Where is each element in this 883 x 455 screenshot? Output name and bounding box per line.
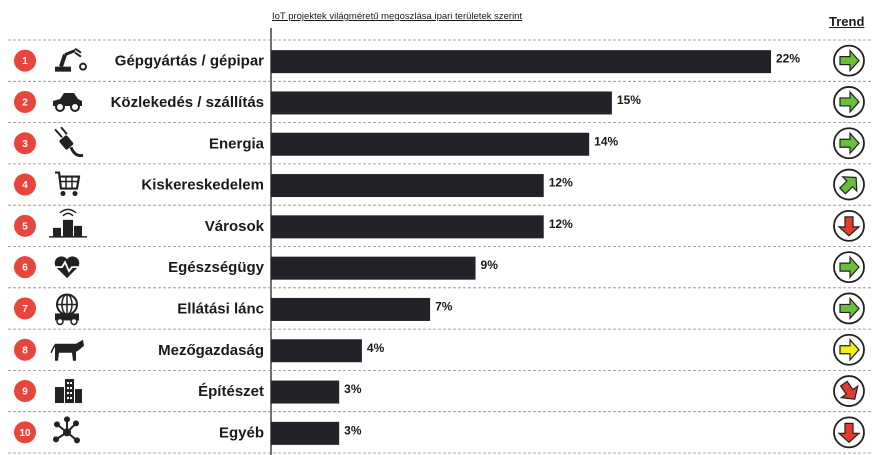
value-label: 12% [549,217,573,231]
bar [271,256,476,280]
chart-row: 10 Egyéb 3% [8,411,872,449]
category-label: Egyéb [219,424,264,441]
trend-arrow-icon [833,333,865,366]
category-label: Kiskereskedelem [141,177,264,194]
trend-arrow-icon [833,86,865,118]
bar [271,132,590,156]
category-label: Közlekedés / szállítás [111,94,264,111]
rank-badge: 9 [14,380,36,403]
category-label: Ellátási lánc [177,300,264,317]
globe-truck-icon [55,293,79,326]
rank-badge: 4 [14,173,36,196]
rank-badge: 10 [14,421,36,444]
heart-pulse-icon [54,256,80,279]
category-label: Mezőgazdaság [158,342,264,359]
chart-row: 2 Közlekedés / szállítás 15% [8,80,872,118]
category-label: Városok [205,218,265,235]
trend-arrow-icon [833,416,865,449]
shopping-cart-icon [55,171,81,197]
chart-title: IoT projektek világméretű megoszlása ipa… [272,11,523,22]
rank-number: 6 [22,263,28,274]
network-icon [53,416,80,444]
category-label: Egészségügy [168,259,265,276]
rank-badge: 5 [14,214,36,237]
value-label: 12% [549,176,573,190]
rank-number: 8 [22,345,28,356]
category-label: Építészet [198,383,264,400]
rank-number: 1 [22,56,28,67]
rank-number: 9 [22,387,28,398]
rank-number: 4 [22,180,28,191]
rank-badge: 8 [14,338,36,361]
bar [271,174,544,198]
category-label: Gépgyártás / gépipar [115,53,264,70]
trend-arrow-icon [833,292,865,325]
chart-row: 6 Egészségügy 9% [8,246,872,284]
rank-number: 3 [22,139,28,150]
chart-row: 9 Építészet 3% [8,369,872,407]
chart-row: 7 Ellátási lánc 7% [8,287,872,326]
rank-number: 7 [22,304,28,315]
trend-arrow-icon [833,209,865,242]
trend-arrow-icon [833,251,865,284]
value-label: 9% [481,258,499,272]
trend-arrow-icon [833,168,865,201]
bar [271,380,340,404]
trend-header: Trend [829,14,865,29]
rank-number: 10 [19,428,31,439]
chart-row: 1 Gépgyártás / gépipar 22% [8,39,872,77]
rank-badge: 1 [14,49,36,72]
bar [271,50,771,74]
rank-number: 5 [22,221,28,232]
value-label: 14% [594,134,618,148]
plug-icon [54,126,84,158]
category-label: Energia [209,135,265,152]
rank-badge: 6 [14,256,36,279]
bar [271,91,612,115]
chart-row: 4 Kiskereskedelem 12% [8,163,872,201]
value-label: 3% [344,423,362,437]
value-label: 4% [367,341,385,355]
robot-arm-icon [55,47,87,72]
bar [271,339,362,363]
value-label: 3% [344,382,362,396]
rank-number: 2 [22,97,28,108]
bar [271,297,431,321]
value-label: 15% [617,93,641,107]
rank-badge: 3 [14,132,36,155]
trend-arrow-icon [833,127,865,160]
bar [271,215,544,239]
rank-badge: 7 [14,297,36,320]
rank-badge: 2 [14,90,36,113]
buildings-icon [55,379,82,404]
chart-row: 8 Mezőgazdaság 4% [8,328,872,366]
car-icon [53,92,82,112]
city-icon [49,208,87,238]
bar [271,421,340,445]
value-label: 22% [776,52,800,66]
cow-icon [50,339,84,361]
trend-arrow-icon [833,44,865,77]
trend-arrow-icon [833,375,865,407]
value-label: 7% [435,299,453,313]
chart-row: 5 Városok 12% [8,204,872,242]
chart-row: 3 Energia 14% [8,122,872,160]
